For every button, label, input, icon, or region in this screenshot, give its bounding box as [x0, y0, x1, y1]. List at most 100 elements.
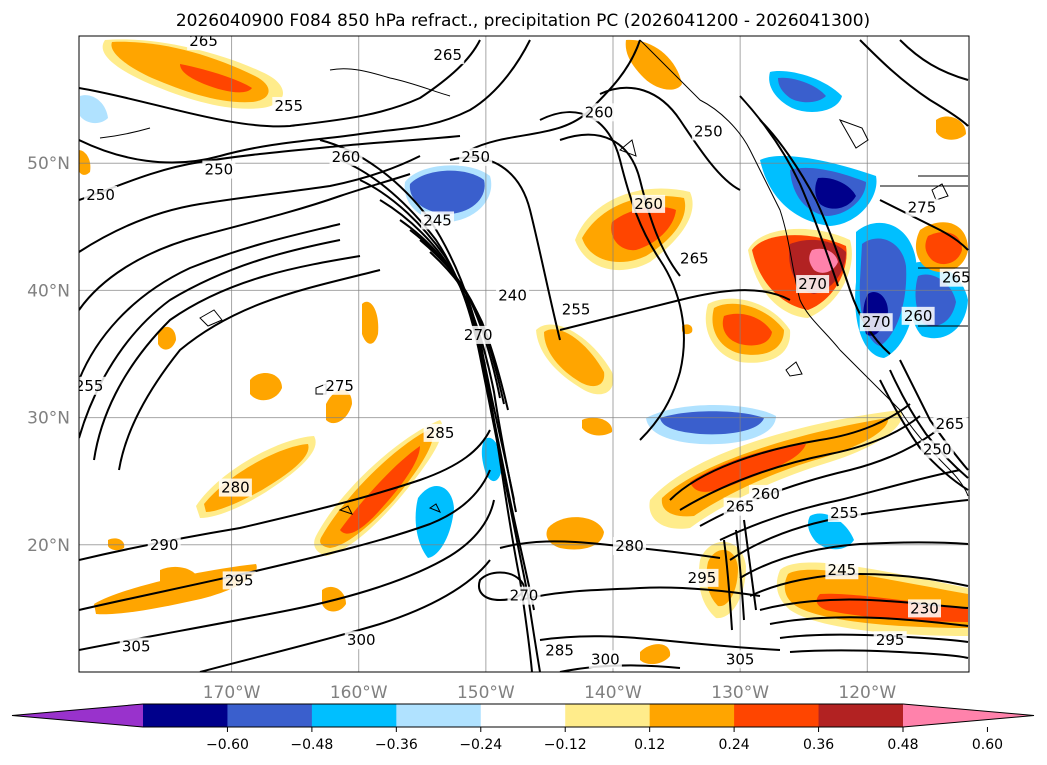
precip-negative-alaska-panhandle-core: [778, 77, 826, 103]
contour-label-bg: [723, 650, 757, 669]
contour-label: 265: [189, 32, 218, 50]
contour-label-bg: [677, 249, 711, 268]
precip-positive-spot-11: [640, 644, 671, 665]
contour-label: 300: [347, 631, 376, 649]
contour-label: 255: [75, 377, 104, 395]
contour-label: 270: [464, 326, 493, 344]
contour-label-bg: [632, 194, 666, 213]
contour-label-bg: [859, 313, 893, 332]
contour-label: 250: [694, 122, 723, 140]
contour-label: 230: [910, 599, 939, 617]
precip-positive-spot-8: [936, 116, 966, 140]
contour-label: 295: [225, 571, 254, 589]
colorbar-tick-label: 0.24: [719, 737, 750, 753]
precip-positive-trough-core: [544, 329, 605, 387]
colorbar-tick-label: 0.12: [634, 737, 665, 753]
contour-label: 270: [798, 275, 827, 293]
colorbar-tick-label: −0.24: [459, 737, 502, 753]
colorbar-bin: [396, 704, 482, 727]
contour-label: 265: [726, 498, 755, 516]
contour-label-bg: [901, 306, 935, 325]
contour-label-bg: [588, 650, 622, 669]
contour-label-bg: [421, 211, 455, 230]
colorbar-bin: [649, 704, 735, 727]
contour-label-bg: [939, 268, 969, 287]
colorbar-bin: [565, 704, 651, 727]
contour-label: 260: [634, 195, 663, 213]
longitude-labels: 170°W 160°W 150°W 140°W 130°W 120°W: [203, 683, 897, 703]
contour-label: 260: [904, 307, 933, 325]
colorbar-tick-label: 0.36: [803, 737, 834, 753]
colorbar-outline: [11, 703, 1035, 728]
colorbar-bin: [311, 704, 397, 727]
contour-label-bg: [329, 147, 363, 166]
precip-positive-spot-2: [250, 373, 282, 401]
colorbar-tick-label: 0.60: [972, 737, 1003, 753]
lon-tick-label: 120°W: [838, 683, 896, 703]
contour-label-bg: [461, 325, 495, 344]
colorbar-tick-label: 0.48: [887, 737, 918, 753]
contour-label-bg: [559, 300, 593, 319]
precip-negative-west-edge: [80, 95, 108, 124]
contour-label: 255: [274, 97, 303, 115]
contour-label: 255: [562, 300, 591, 318]
contour-label: 280: [615, 537, 644, 555]
precip-positive-spot-5: [326, 389, 352, 424]
contour-label-bg: [119, 637, 153, 656]
precip-positive-aleutians-peak: [180, 64, 252, 93]
precip-negative-gulf-core: [409, 170, 485, 214]
contour-label: 305: [122, 638, 151, 656]
contour-label: 295: [876, 631, 905, 649]
contour-label-bg: [723, 497, 757, 516]
contour-label: 245: [423, 211, 452, 229]
contour-label: 250: [461, 148, 490, 166]
precip-negative-bc-peak: [815, 177, 856, 209]
contour-label-bg: [423, 423, 457, 442]
colorbar-tick-label: −0.12: [544, 737, 587, 753]
precip-negative-subtropic-core: [660, 411, 764, 435]
contour-label-bg: [920, 440, 954, 459]
colorbar-bin: [818, 704, 904, 727]
lat-tick-label: 40°N: [27, 281, 70, 301]
colorbar-bin: [227, 704, 313, 727]
contour-label-bg: [908, 599, 941, 618]
colorbar-tick-label: −0.36: [375, 737, 418, 753]
contour-label: 260: [332, 148, 361, 166]
contour-label-bg: [84, 186, 118, 204]
lon-tick-label: 130°W: [711, 683, 769, 703]
map-frame: [78, 35, 970, 673]
contour-label-bg: [543, 641, 577, 660]
contour-label: 250: [923, 440, 952, 458]
colorbar-extend-min: [12, 704, 143, 727]
precip-positive-alaska: [625, 39, 682, 90]
contour-label-bg: [613, 537, 647, 556]
contour-label-bg: [796, 275, 830, 294]
colorbar-bin: [143, 704, 228, 727]
colorbar-tick-label: −0.48: [290, 737, 333, 753]
contour-label: 270: [862, 313, 891, 331]
contour-labels: 2652552502602652502452402702602502602652…: [75, 32, 969, 669]
contour-label: 275: [908, 199, 937, 217]
contour-label: 250: [86, 186, 115, 204]
contour-label: 265: [680, 250, 709, 268]
contour-label: 240: [498, 286, 527, 304]
contour-label-bg: [187, 36, 221, 51]
lat-tick-label: 20°N: [27, 536, 70, 556]
contour-label-bg: [507, 586, 541, 605]
contour-label: 280: [221, 479, 250, 497]
contour-label: 275: [325, 377, 354, 395]
contour-label-bg: [147, 535, 181, 554]
chart-title: 2026040900 F084 850 hPa refract., precip…: [176, 11, 870, 31]
precip-positive-spot-10: [582, 417, 613, 436]
contour-label-bg: [905, 198, 939, 217]
contour-label-bg: [218, 478, 252, 497]
contour-label: 260: [751, 485, 780, 503]
contour-label-bg: [202, 160, 236, 179]
lon-tick-label: 160°W: [330, 683, 388, 703]
contour-label-bg: [79, 376, 106, 395]
contour-label: 265: [433, 46, 462, 64]
contour-label: 285: [426, 424, 455, 442]
contour-label-bg: [685, 568, 719, 587]
contour-label: 250: [205, 161, 234, 179]
